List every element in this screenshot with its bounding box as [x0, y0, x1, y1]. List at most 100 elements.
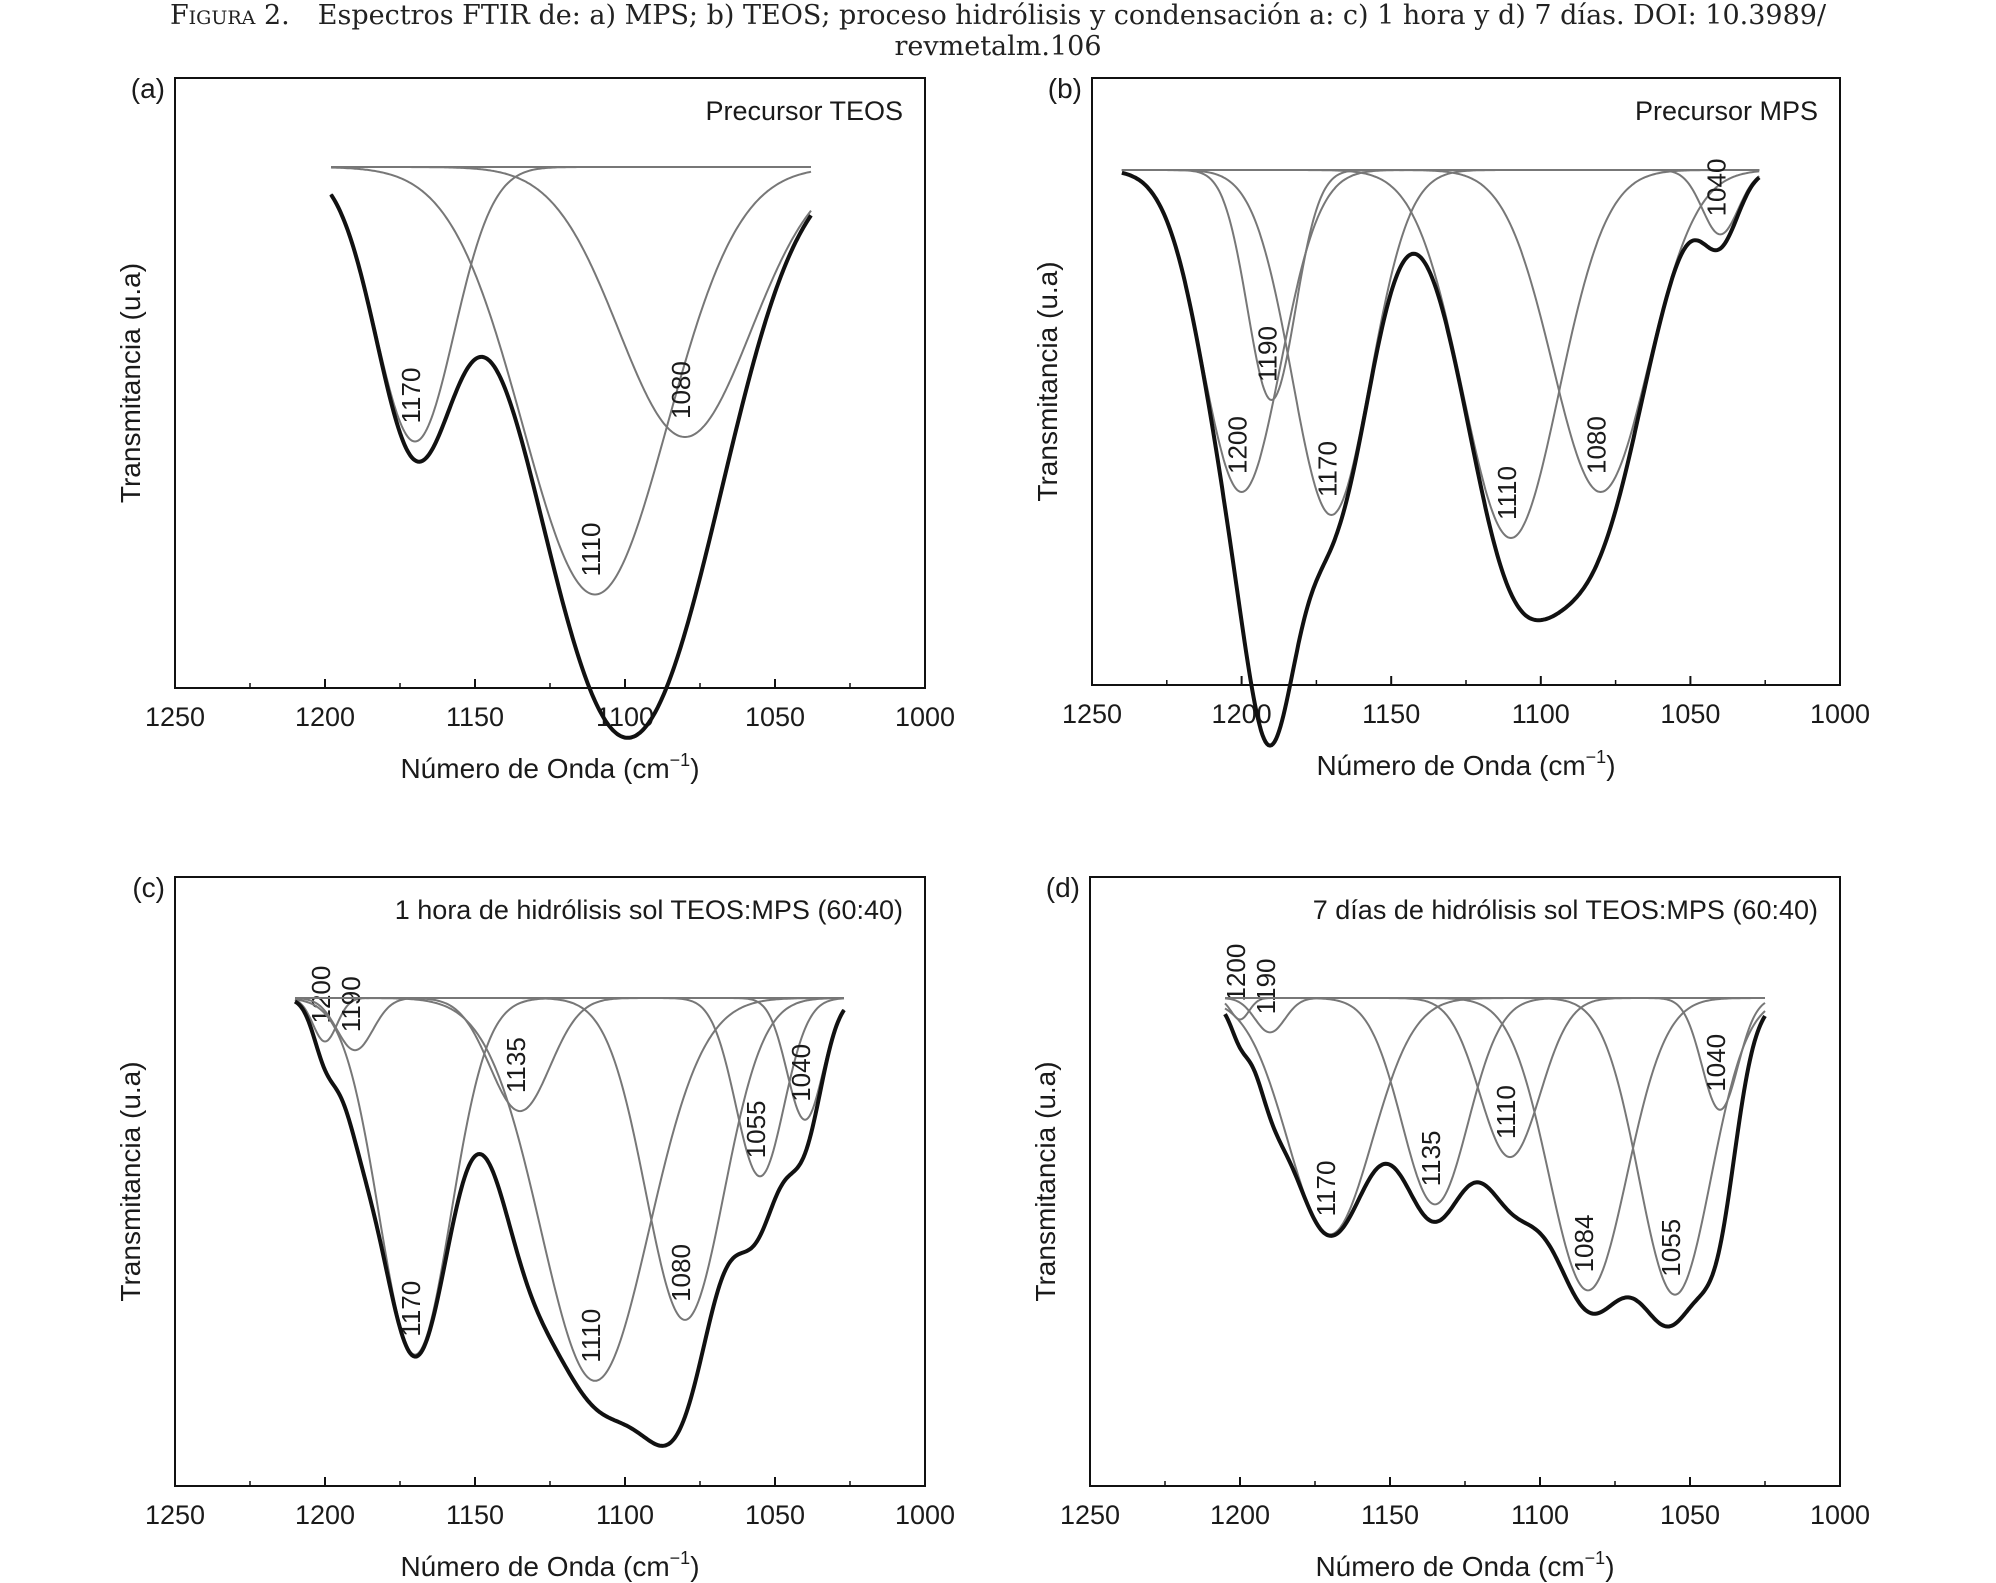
panel-b: 1250 1200 1150 1100 1050 1000 (b) Precursor MPS…	[1032, 73, 1870, 781]
panel-label: (a)	[131, 73, 165, 104]
component-curve-1170	[330, 166, 811, 443]
x-axis-label-close: )	[1605, 1551, 1614, 1582]
peak-label: 1055	[741, 1101, 771, 1159]
x-axis-label: Número de Onda (cm−1)	[400, 750, 699, 784]
component-curve-1040	[295, 997, 845, 1121]
peak-label: 1200	[1221, 944, 1251, 1002]
x-tick-label: 1050	[1660, 699, 1720, 729]
panel-label: (b)	[1048, 73, 1082, 104]
panel-c: 1250 1200 1150 1100 1050 1000 (c) 1 hora de hid…	[115, 872, 955, 1582]
x-tick-label: 1000	[1810, 1500, 1870, 1530]
peak-label: 1135	[501, 1037, 531, 1093]
x-tick-label: 1200	[295, 1500, 355, 1530]
plot-title: 1 hora de hidrólisis sol TEOS:MPS (60:40…	[395, 895, 903, 925]
x-axis-label: Número de Onda (cm−1)	[400, 1548, 699, 1582]
plot-frame	[174, 77, 926, 689]
caption-line-1: Figura 2. Espectros FTIR de: a) MPS; b) T…	[0, 0, 1996, 31]
x-axis-label: Número de Onda (cm−1)	[1315, 1548, 1614, 1582]
x-tick-label: 1250	[1060, 1500, 1120, 1530]
caption-line-2: revmetalm.106	[894, 31, 1102, 62]
x-axis-label-main: Número de Onda (cm	[400, 1551, 669, 1582]
x-tick-label: 1100	[1511, 1500, 1569, 1530]
measured-spectrum	[1223, 1013, 1767, 1329]
component-curve-1135	[295, 997, 844, 1113]
x-tick-label: 1150	[1362, 699, 1420, 729]
x-tick-label: 1050	[745, 702, 805, 732]
x-tick-label: 1000	[1810, 699, 1870, 729]
peak-label: 1190	[1251, 958, 1281, 1014]
x-tick-label: 1150	[446, 702, 504, 732]
measured-spectrum	[329, 193, 813, 740]
plot-title: 7 días de hidrólisis sol TEOS:MPS (60:40…	[1313, 895, 1818, 925]
peak-label: 1040	[786, 1044, 816, 1102]
panel-label: (d)	[1046, 872, 1080, 903]
peak-label: 1040	[1701, 159, 1731, 217]
x-tick-label: 1000	[895, 1500, 955, 1530]
x-axis-label-close: )	[690, 1551, 699, 1582]
peak-label: 1080	[1582, 416, 1612, 474]
peak-label: 1190	[336, 976, 366, 1032]
peak-label: 1110	[576, 523, 606, 577]
x-axis-label-sup: −1	[670, 750, 691, 770]
component-curve-1080	[331, 166, 812, 439]
component-curve-1040	[1121, 169, 1760, 236]
x-tick-label: 1150	[446, 1500, 504, 1530]
x-tick-label: 1250	[1062, 699, 1122, 729]
peak-label: 1170	[1312, 441, 1342, 497]
component-curve-1190	[1121, 169, 1760, 402]
measured-spectrum	[293, 999, 846, 1448]
y-axis-label: Transmitancia (u.a)	[115, 1061, 146, 1301]
panel-a: 1250 1200 1150 1100 1050 1000(a)Precursor TEO…	[115, 73, 955, 784]
peak-label: 1040	[1701, 1034, 1731, 1092]
x-axis-label-main: Número de Onda (cm	[1315, 1551, 1584, 1582]
x-axis-label-close: )	[690, 753, 699, 784]
x-axis-label-main: Número de Onda (cm	[400, 753, 669, 784]
panel-label: (c)	[132, 872, 165, 903]
plot-title: Precursor MPS	[1635, 96, 1818, 126]
peak-label: 1170	[1311, 1161, 1341, 1217]
x-tick-label: 1250	[145, 702, 205, 732]
plot-frame	[174, 876, 926, 1487]
x-axis-label-close: )	[1606, 750, 1615, 781]
peak-label: 1135	[1416, 1130, 1446, 1186]
peak-label: 1200	[306, 966, 336, 1024]
peak-label: 1110	[1492, 466, 1522, 520]
x-tick-label: 1200	[1212, 699, 1272, 729]
component-curve-1200	[1121, 169, 1760, 494]
x-axis-label-main: Número de Onda (cm	[1316, 750, 1585, 781]
x-tick-label: 1000	[895, 702, 955, 732]
component-curve-1110	[295, 997, 844, 1382]
component-curve-1110	[330, 166, 812, 596]
peak-label: 1110	[576, 1309, 606, 1363]
component-curve-1080	[1121, 169, 1760, 494]
y-axis-label: Transmitancia (u.a)	[115, 263, 146, 503]
peak-label: 1080	[666, 361, 696, 419]
x-axis-label-sup: −1	[1585, 1548, 1606, 1568]
x-tick-label: 1200	[1210, 1500, 1270, 1530]
peak-label: 1170	[396, 368, 426, 424]
x-tick-label: 1200	[295, 702, 355, 732]
x-tick-label: 1100	[596, 1500, 654, 1530]
peak-label: 1110	[1491, 1085, 1521, 1139]
x-tick-label: 1050	[745, 1500, 805, 1530]
peak-label: 1200	[1223, 416, 1253, 474]
peak-label: 1055	[1656, 1219, 1686, 1277]
component-curve-1040	[1225, 997, 1766, 1111]
x-tick-label: 1050	[1660, 1500, 1720, 1530]
peak-label: 1190	[1253, 326, 1283, 382]
y-axis-label: Transmitancia (u.a)	[1030, 1061, 1061, 1301]
x-tick-label: 1100	[1512, 699, 1570, 729]
plot-frame	[1089, 876, 1841, 1487]
x-axis-label: Número de Onda (cm−1)	[1316, 747, 1615, 781]
x-axis-label-sup: −1	[1586, 747, 1607, 767]
x-tick-label: 1150	[1361, 1500, 1419, 1530]
figure-caption: Figura 2. Espectros FTIR de: a) MPS; b) T…	[0, 0, 1996, 62]
peak-label: 1080	[666, 1244, 696, 1302]
y-axis-label: Transmitancia (u.a)	[1032, 261, 1063, 501]
measured-spectrum	[1121, 170, 1761, 748]
plot-title: Precursor TEOS	[705, 96, 903, 126]
panel-d: 1250 1200 1150 1100 1050 1000 (d) 7 días de hid…	[1030, 872, 1870, 1582]
caption-label: Figura 2.	[169, 0, 290, 31]
component-curve-1110	[1121, 169, 1760, 540]
